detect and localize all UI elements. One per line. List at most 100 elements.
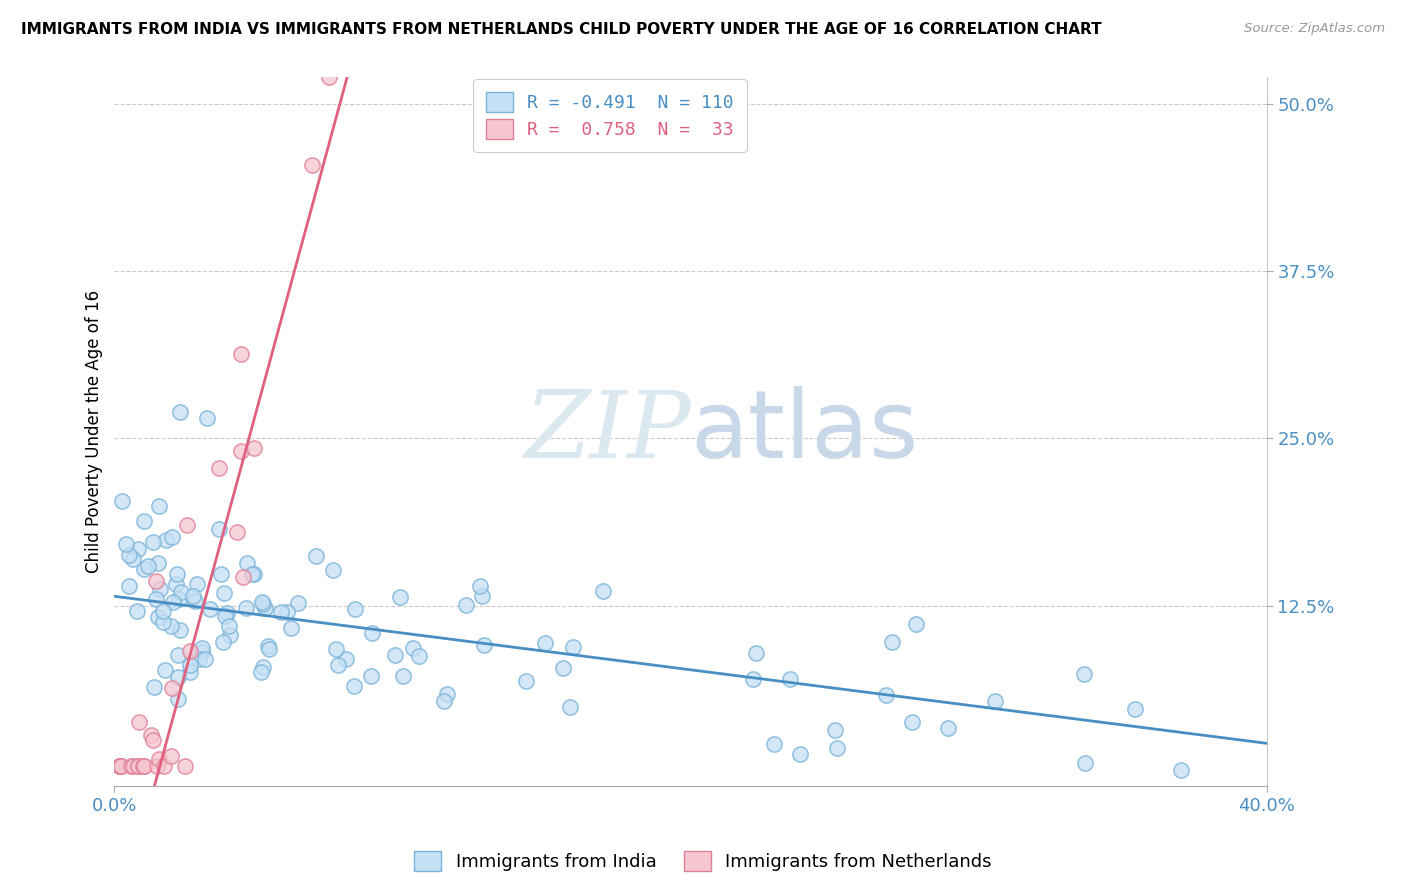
Point: [905, 617, 928, 632]
Point: [402, 640, 425, 655]
Point: [335, 652, 357, 666]
Point: [118, 579, 141, 593]
Point: [125, 604, 148, 618]
Text: atlas: atlas: [690, 386, 920, 478]
Point: [827, 741, 849, 756]
Legend: R = -0.491  N = 110, R =  0.758  N =  33: R = -0.491 N = 110, R = 0.758 N = 33: [474, 79, 747, 152]
Point: [240, 566, 263, 581]
Point: [167, 669, 190, 683]
Point: [936, 721, 959, 735]
Point: [120, 759, 142, 773]
Text: IMMIGRANTS FROM INDIA VS IMMIGRANTS FROM NETHERLANDS CHILD POVERTY UNDER THE AGE: IMMIGRANTS FROM INDIA VS IMMIGRANTS FROM…: [21, 22, 1102, 37]
Point: [179, 665, 201, 680]
Point: [108, 759, 131, 773]
Legend: Immigrants from India, Immigrants from Netherlands: Immigrants from India, Immigrants from N…: [408, 844, 998, 879]
Point: [343, 602, 366, 616]
Point: [176, 517, 198, 532]
Point: [562, 640, 585, 655]
Point: [361, 626, 384, 640]
Point: [472, 638, 495, 652]
Point: [360, 669, 382, 683]
Point: [471, 589, 494, 603]
Point: [127, 542, 149, 557]
Point: [153, 663, 176, 677]
Point: [250, 595, 273, 609]
Point: [875, 688, 897, 702]
Point: [276, 606, 298, 620]
Point: [983, 694, 1005, 708]
Point: [165, 577, 187, 591]
Point: [389, 590, 412, 604]
Point: [155, 533, 177, 548]
Point: [225, 524, 247, 539]
Point: [108, 759, 131, 773]
Point: [328, 658, 350, 673]
Point: [160, 749, 183, 764]
Point: [1170, 763, 1192, 777]
Point: [231, 443, 253, 458]
Point: [745, 647, 768, 661]
Point: [145, 591, 167, 606]
Point: [243, 441, 266, 455]
Point: [194, 652, 217, 666]
Point: [824, 723, 846, 737]
Point: [169, 405, 191, 419]
Point: [127, 759, 149, 773]
Point: [148, 499, 170, 513]
Point: [153, 759, 176, 773]
Point: [181, 589, 204, 603]
Point: [342, 679, 364, 693]
Point: [166, 566, 188, 581]
Point: [191, 644, 214, 658]
Point: [169, 592, 191, 607]
Point: [470, 579, 492, 593]
Point: [209, 567, 232, 582]
Point: [1073, 667, 1095, 681]
Point: [558, 699, 581, 714]
Point: [145, 574, 167, 588]
Point: [229, 347, 252, 361]
Point: [789, 747, 811, 761]
Point: [142, 732, 165, 747]
Point: [108, 759, 131, 773]
Point: [160, 530, 183, 544]
Point: [132, 759, 155, 773]
Point: [218, 619, 240, 633]
Point: [132, 759, 155, 773]
Point: [110, 494, 132, 508]
Text: Source: ZipAtlas.com: Source: ZipAtlas.com: [1244, 22, 1385, 36]
Point: [108, 759, 131, 773]
Point: [257, 641, 280, 656]
Point: [183, 594, 205, 608]
Point: [305, 549, 328, 563]
Point: [127, 759, 149, 773]
Text: ZIP: ZIP: [524, 387, 690, 477]
Point: [301, 158, 323, 172]
Point: [136, 559, 159, 574]
Point: [186, 577, 208, 591]
Point: [142, 534, 165, 549]
Point: [139, 728, 162, 742]
Point: [143, 681, 166, 695]
Point: [436, 687, 458, 701]
Point: [149, 582, 172, 596]
Point: [280, 621, 302, 635]
Point: [122, 759, 145, 773]
Point: [191, 640, 214, 655]
Point: [187, 652, 209, 666]
Point: [408, 649, 430, 664]
Point: [252, 597, 274, 611]
Point: [1074, 756, 1097, 770]
Point: [217, 607, 239, 621]
Point: [551, 661, 574, 675]
Point: [901, 714, 924, 729]
Point: [134, 515, 156, 529]
Point: [148, 752, 170, 766]
Point: [322, 563, 344, 577]
Point: [170, 585, 193, 599]
Point: [114, 536, 136, 550]
Point: [742, 672, 765, 686]
Point: [152, 604, 174, 618]
Point: [128, 714, 150, 729]
Point: [162, 595, 184, 609]
